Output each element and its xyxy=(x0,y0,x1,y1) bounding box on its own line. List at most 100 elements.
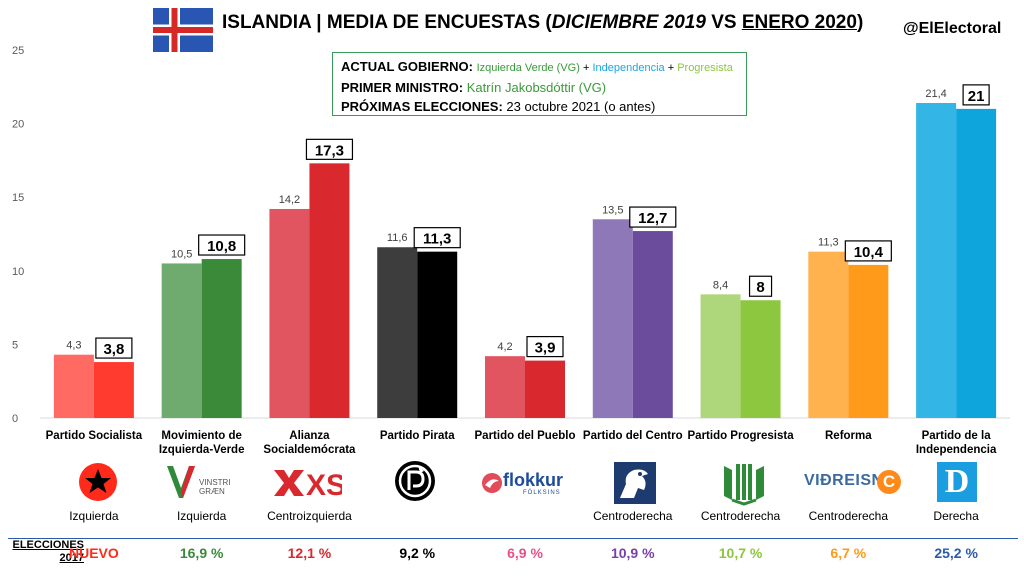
socialist-party-logo xyxy=(79,463,117,501)
bar-december-2019 xyxy=(700,294,741,418)
elections-2017-value: 6,9 % xyxy=(507,545,543,561)
reform-c-icon: C xyxy=(877,470,901,494)
bar-december-2019 xyxy=(808,251,849,418)
data-label-december: 11,3 xyxy=(818,237,839,249)
bar-january-2020 xyxy=(956,108,997,418)
category-label: Movimiento de xyxy=(161,430,242,442)
author-handle: @ElElectoral xyxy=(903,20,1002,37)
pirate-party-logo xyxy=(395,461,435,501)
data-label-box xyxy=(962,84,990,106)
category-label: Socialdemócrata xyxy=(263,444,356,456)
data-label-december: 4,3 xyxy=(66,340,81,352)
bar-january-2020 xyxy=(417,251,458,418)
data-label-january: 8 xyxy=(756,279,764,296)
bar-december-2019 xyxy=(916,102,957,418)
data-label-january: 11,3 xyxy=(423,231,451,248)
bar-december-2019 xyxy=(269,208,310,418)
bar-december-2019 xyxy=(53,354,94,418)
elections-2017-label: ELECCIONES 2017 xyxy=(12,539,84,564)
category-label: Partido del Centro xyxy=(583,430,683,442)
category-label: Alianza xyxy=(289,430,330,442)
bar-december-2019 xyxy=(161,263,202,418)
ideology-label: Centroderecha xyxy=(700,509,781,523)
data-label-december: 11,6 xyxy=(387,232,408,244)
y-tick-label: 20 xyxy=(12,119,24,131)
data-label-box xyxy=(844,240,892,262)
y-tick-label: 15 xyxy=(12,192,24,204)
left-green-logo: VINSTRI GRÆN xyxy=(165,462,235,506)
data-label-january: 3,9 xyxy=(535,340,556,357)
category-label: Partido del Pueblo xyxy=(475,430,576,442)
category-label: Independencia xyxy=(916,444,997,456)
left-green-logo-text: VINSTRI GRÆN xyxy=(199,478,231,496)
elections-2017-value: 12,1 % xyxy=(287,545,332,561)
elections-2017-row: ELECCIONES 2017 NUEVO 16,9 % 12,1 % 9,2 % 6,9… xyxy=(8,538,1018,569)
ideology-label: Izquierda xyxy=(176,509,227,523)
reform-party-logo: VIÐREISN C xyxy=(804,470,904,500)
category-label: Partido de la xyxy=(922,430,992,442)
data-label-january: 10,8 xyxy=(207,238,236,255)
elections-2017-value: 10,7 % xyxy=(718,545,763,561)
bar-january-2020 xyxy=(632,231,673,418)
data-label-december: 21,4 xyxy=(925,88,946,100)
data-label-december: 8,4 xyxy=(713,279,728,291)
elections-2017-value: 10,9 % xyxy=(610,545,655,561)
bar-january-2020 xyxy=(525,360,565,418)
ideology-label: Centroizquierda xyxy=(267,509,352,523)
y-tick-label: 25 xyxy=(12,45,24,57)
bar-december-2019 xyxy=(377,247,418,418)
category-label: Partido Socialista xyxy=(46,430,143,442)
data-label-box xyxy=(305,138,354,160)
bar-december-2019 xyxy=(485,356,525,418)
ideology-label: Centroderecha xyxy=(593,509,673,523)
bar-january-2020 xyxy=(93,362,134,418)
centre-party-logo xyxy=(614,462,656,504)
data-label-december: 13,5 xyxy=(602,204,623,216)
data-label-december: 4,2 xyxy=(497,341,512,353)
data-label-box xyxy=(748,275,773,297)
info-box: ACTUAL GOBIERNO: Izquierda Verde (VG) + … xyxy=(332,52,747,116)
peoples-party-logo: flokkur FÓLKSINS xyxy=(481,470,576,498)
independence-party-logo: D xyxy=(937,462,977,502)
data-label-december: 10,5 xyxy=(171,248,192,260)
bar-december-2019 xyxy=(592,219,633,418)
ideology-label: Centroderecha xyxy=(808,509,889,523)
data-label-january: 17,3 xyxy=(315,142,344,159)
category-label: Reforma xyxy=(825,430,872,442)
elections-2017-value: 9,2 % xyxy=(399,545,436,561)
page-title: ISLANDIA | MEDIA DE ENCUESTAS (DICIEMBRE… xyxy=(222,12,864,33)
elections-2017-value: 25,2 % xyxy=(934,545,978,561)
data-label-january: 21 xyxy=(968,88,985,105)
bar-january-2020 xyxy=(201,259,242,418)
y-tick-label: 10 xyxy=(12,266,24,278)
data-label-box xyxy=(413,227,461,249)
elections-2017-value: 16,9 % xyxy=(179,545,224,561)
government-line: ACTUAL GOBIERNO: Izquierda Verde (VG) + … xyxy=(341,59,733,74)
bar-january-2020 xyxy=(740,300,781,418)
iceland-flag-icon xyxy=(153,8,213,52)
data-label-january: 10,4 xyxy=(854,244,884,261)
prime-minister-line: PRIMER MINISTRO: Katrín Jakobsdóttir (VG… xyxy=(341,80,607,95)
bar-january-2020 xyxy=(848,264,889,418)
data-label-january: 12,7 xyxy=(638,210,667,227)
elections-2017-value: 6,7 % xyxy=(830,545,867,561)
y-tick-label: 0 xyxy=(12,413,18,425)
next-elections-line: PRÓXIMAS ELECCIONES: 23 octubre 2021 (o … xyxy=(341,99,656,114)
data-label-january: 3,8 xyxy=(103,341,124,358)
ideology-label: Derecha xyxy=(933,509,979,523)
data-label-december: 14,2 xyxy=(279,194,300,206)
category-label: Izquierda-Verde xyxy=(159,444,245,456)
elections-2017-value: NUEVO xyxy=(68,545,119,561)
data-label-box xyxy=(629,206,677,228)
progressive-party-logo xyxy=(724,464,764,506)
data-label-box xyxy=(198,234,246,256)
ideology-label: Izquierda xyxy=(69,509,119,523)
y-tick-label: 5 xyxy=(12,339,18,351)
data-label-box xyxy=(95,337,133,359)
social-democratic-alliance-logo: XS xyxy=(274,469,342,500)
data-label-box xyxy=(526,335,564,358)
category-label: Partido Progresista xyxy=(688,430,795,442)
category-label: Partido Pirata xyxy=(380,430,455,442)
svg-text:XS: XS xyxy=(306,469,342,500)
